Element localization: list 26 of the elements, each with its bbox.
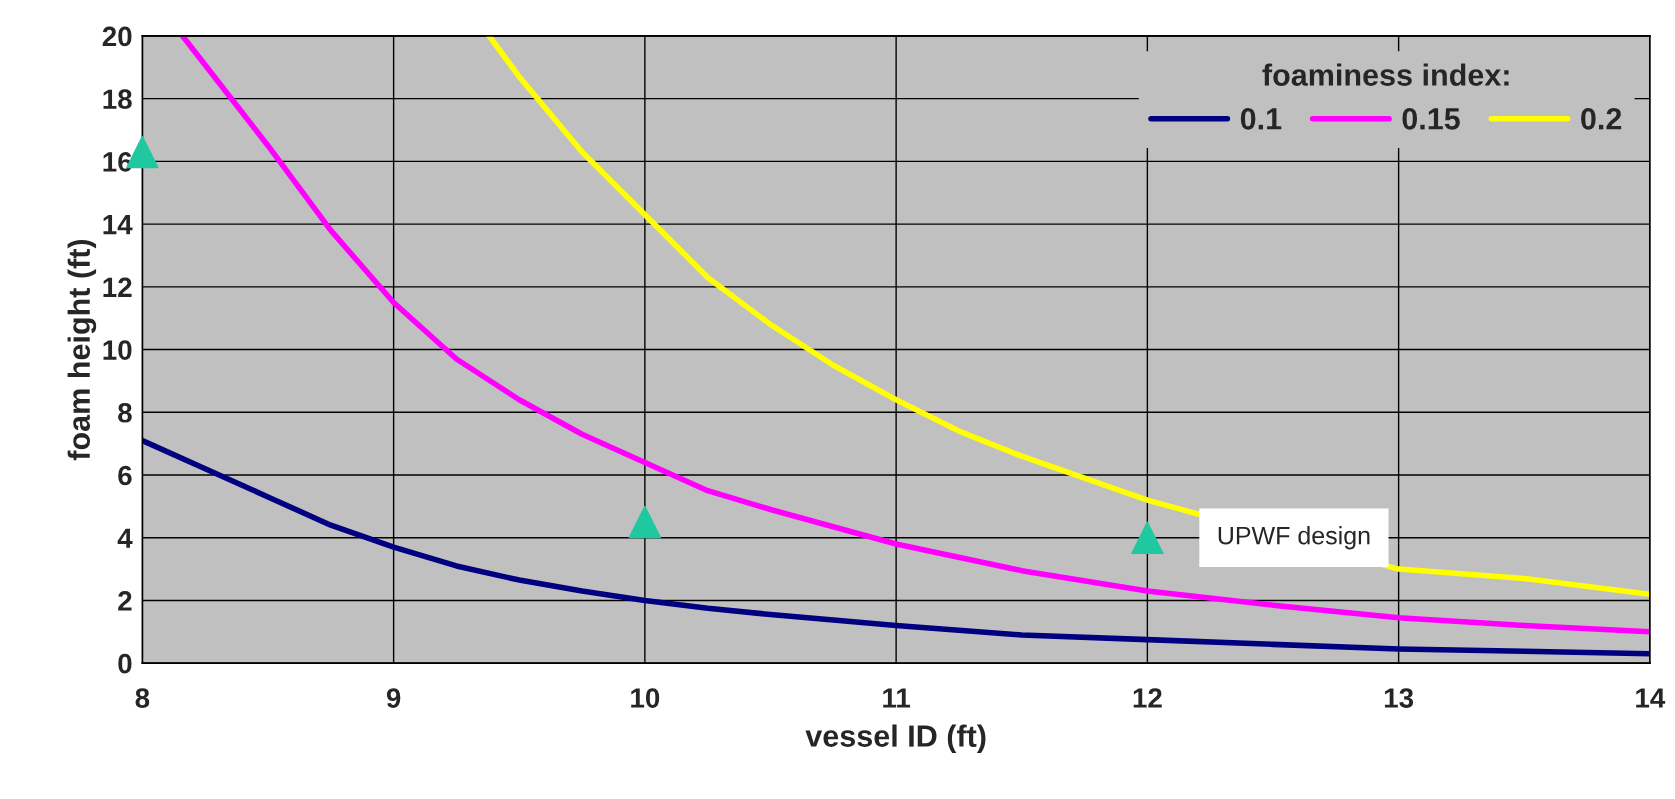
y-tick-label: 0 (118, 653, 132, 674)
point (628, 505, 662, 539)
x-axis-title: vessel ID (ft) (805, 724, 986, 753)
y-tick-label: 2 (118, 591, 132, 611)
point (1131, 521, 1164, 554)
x-tick-label: 8 (135, 688, 150, 708)
x-tick-label: 11 (883, 688, 911, 708)
x-tick-label: 13 (1384, 688, 1414, 708)
legend-label: 0.2 (1581, 108, 1622, 130)
annotation: UPWF design (1218, 526, 1370, 550)
y-tick-label: 18 (103, 89, 132, 110)
legend-label: 0.15 (1402, 108, 1460, 130)
x-tick-label: 10 (631, 688, 660, 708)
y-tick-label: 14 (103, 215, 133, 235)
legend-title: foaminess index: (1262, 63, 1509, 86)
y-axis-title: foam height (ft) (67, 239, 97, 461)
y-tick-label: 8 (118, 402, 132, 423)
y-tick-label: 12 (103, 277, 132, 297)
y-tick-label: 10 (103, 340, 132, 360)
y-tick-label: 4 (117, 528, 133, 548)
y-tick-label: 20 (102, 26, 132, 47)
x-tick-label: 9 (386, 688, 401, 708)
legend-label: 0.1 (1240, 108, 1282, 130)
x-tick-label: 12 (1133, 688, 1162, 708)
x-tick-label: 14 (1636, 688, 1666, 708)
y-tick-label: 6 (118, 465, 132, 486)
